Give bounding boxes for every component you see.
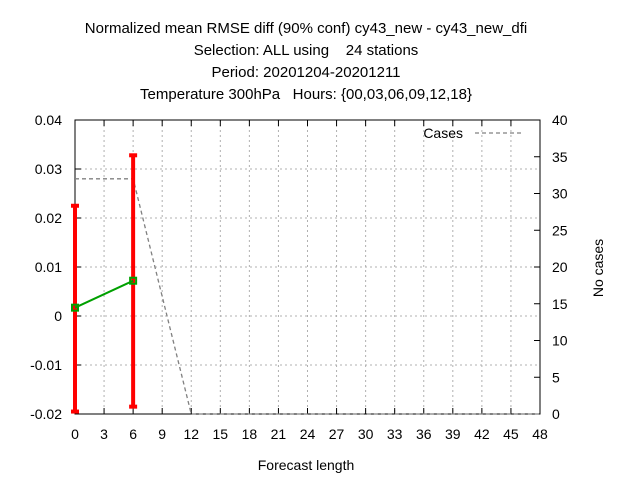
- x-tick-label: 48: [532, 426, 548, 442]
- y-tick-label: 0.01: [35, 259, 62, 275]
- y2-tick-label: 20: [552, 259, 568, 275]
- y-tick-label: 0.02: [35, 210, 62, 226]
- y-tick-label: -0.01: [30, 357, 62, 373]
- x-tick-label: 27: [329, 426, 345, 442]
- mean-point: [129, 276, 138, 285]
- title-line: Period: 20201204-20201211: [211, 64, 400, 81]
- title-line: Temperature 300hPa Hours: {00,03,06,09,1…: [140, 86, 472, 103]
- y2-tick-label: 30: [552, 186, 568, 202]
- grid: [75, 120, 540, 414]
- x-tick-label: 42: [474, 426, 490, 442]
- y2-axis-ticks: 0 5 10 15 20 25 30 35 40: [534, 112, 568, 422]
- y2-tick-label: 10: [552, 333, 568, 349]
- title-line: Normalized mean RMSE diff (90% conf) cy4…: [85, 20, 527, 37]
- x-tick-label: 9: [158, 426, 166, 442]
- y2-tick-label: 5: [552, 369, 560, 385]
- y2-tick-label: 35: [552, 149, 568, 165]
- x-tick-label: 6: [129, 426, 137, 442]
- x-tick-label: 21: [271, 426, 287, 442]
- y-axis-ticks: -0.02 -0.01 0 0.01 0.02 0.03 0.04: [30, 112, 81, 422]
- x-tick-label: 3: [100, 426, 108, 442]
- x-tick-label: 33: [387, 426, 403, 442]
- series: [71, 153, 540, 415]
- chart-title: Normalized mean RMSE diff (90% conf) cy4…: [85, 20, 527, 103]
- x-tick-label: 24: [300, 426, 316, 442]
- x-tick-label: 36: [416, 426, 432, 442]
- x-tick-label: 12: [183, 426, 199, 442]
- x-tick-label: 30: [358, 426, 374, 442]
- legend: Cases: [423, 125, 521, 141]
- y2-tick-label: 0: [552, 406, 560, 422]
- x-tick-label: 15: [213, 426, 229, 442]
- y2-tick-label: 15: [552, 296, 568, 312]
- title-line: Selection: ALL using 24 stations: [194, 42, 419, 59]
- y-tick-label: 0: [54, 308, 62, 324]
- x-tick-label: 18: [242, 426, 258, 442]
- x-tick-label: 45: [503, 426, 519, 442]
- x-axis-label: Forecast length: [258, 457, 355, 473]
- y-tick-label: -0.02: [30, 406, 62, 422]
- x-tick-label: 0: [71, 426, 79, 442]
- x-axis-ticks: 0 3 6 9 12 15 18 21 24 27 30 33 36 39 42 45 48: [71, 120, 548, 442]
- y2-axis-label: No cases: [590, 239, 606, 297]
- y-tick-label: 0.04: [35, 112, 62, 128]
- mean-line: [74, 279, 134, 309]
- y2-tick-label: 25: [552, 222, 568, 238]
- legend-label: Cases: [423, 125, 463, 141]
- x-tick-label: 39: [445, 426, 461, 442]
- y2-tick-label: 40: [552, 112, 568, 128]
- y-tick-label: 0.03: [35, 161, 62, 177]
- mean-point: [71, 303, 79, 312]
- cases-line: [75, 178, 540, 415]
